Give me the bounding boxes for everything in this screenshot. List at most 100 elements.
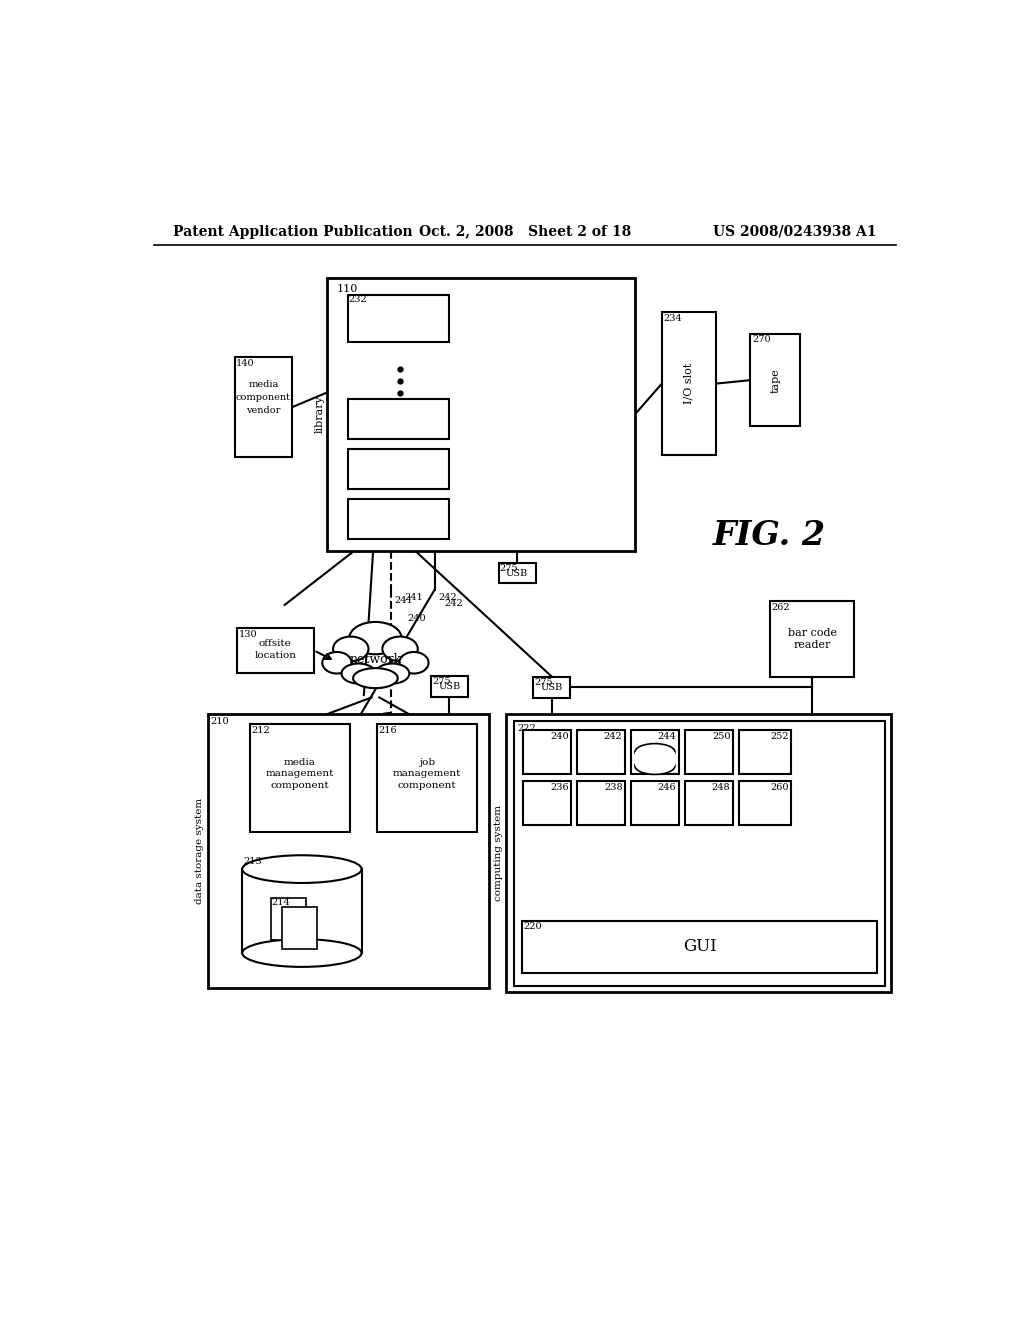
Text: 260: 260 [770, 783, 788, 792]
Text: component: component [270, 780, 330, 789]
Text: I/O slot: I/O slot [684, 363, 694, 404]
Text: 240: 240 [550, 733, 568, 741]
Text: media: media [248, 380, 279, 388]
Text: 248: 248 [712, 783, 730, 792]
Bar [327, 277, 635, 552]
Text: USB: USB [541, 682, 563, 692]
Text: network: network [349, 653, 401, 667]
Ellipse shape [333, 636, 369, 661]
Bar [499, 562, 536, 583]
Text: 216: 216 [379, 726, 397, 735]
Bar [631, 780, 679, 825]
Ellipse shape [635, 758, 675, 775]
Bar [631, 730, 679, 775]
Bar [234, 358, 292, 457]
Bar [770, 601, 854, 677]
Bar [237, 628, 313, 673]
Text: bar code: bar code [787, 628, 837, 639]
Bar [523, 780, 571, 825]
Bar [739, 780, 792, 825]
Text: library: library [314, 396, 325, 433]
Ellipse shape [353, 668, 397, 688]
Bar [348, 400, 449, 440]
Ellipse shape [399, 652, 429, 673]
Bar [635, 752, 675, 766]
Text: computing system: computing system [495, 805, 503, 902]
Bar [662, 313, 716, 455]
Text: 236: 236 [550, 783, 568, 792]
Text: management: management [393, 770, 461, 777]
Text: Oct. 2, 2008   Sheet 2 of 18: Oct. 2, 2008 Sheet 2 of 18 [419, 224, 631, 239]
Text: 241: 241 [403, 594, 423, 602]
Text: GUI: GUI [683, 939, 717, 956]
Text: reader: reader [794, 640, 830, 649]
Text: 210: 210 [211, 718, 229, 726]
Text: 212: 212 [252, 726, 270, 735]
Text: 242: 242 [438, 594, 458, 602]
Bar [348, 499, 449, 539]
Text: 214: 214 [271, 898, 290, 907]
Ellipse shape [243, 855, 361, 883]
Text: 244: 244 [657, 733, 677, 741]
Text: management: management [266, 770, 334, 777]
Text: 238: 238 [604, 783, 623, 792]
Text: vendor: vendor [246, 405, 281, 414]
Bar [578, 730, 625, 775]
Ellipse shape [342, 664, 376, 684]
Text: 241: 241 [394, 595, 413, 605]
Text: job: job [419, 759, 435, 767]
Text: 262: 262 [771, 603, 790, 611]
Text: 270: 270 [752, 335, 771, 345]
Text: 246: 246 [657, 783, 677, 792]
Bar [431, 676, 468, 697]
Bar [377, 725, 477, 832]
Ellipse shape [376, 664, 410, 684]
Ellipse shape [635, 743, 675, 760]
Text: 130: 130 [239, 630, 257, 639]
Ellipse shape [243, 940, 361, 966]
Text: component: component [397, 780, 457, 789]
Bar [523, 730, 571, 775]
Text: 275: 275 [500, 564, 518, 573]
Text: 234: 234 [664, 314, 682, 323]
Text: 250: 250 [712, 733, 730, 741]
Bar [521, 921, 878, 973]
Bar [208, 714, 488, 987]
Text: USB: USB [438, 682, 461, 692]
Text: data storage system: data storage system [196, 799, 205, 904]
Text: 275: 275 [535, 678, 553, 688]
Text: location: location [254, 651, 296, 660]
Bar [348, 294, 449, 342]
Text: 140: 140 [237, 359, 255, 367]
Ellipse shape [349, 622, 401, 655]
Text: 242: 242 [604, 733, 623, 741]
Text: 242: 242 [444, 599, 464, 607]
Bar [506, 714, 891, 991]
Text: USB: USB [506, 569, 528, 578]
Bar [250, 725, 350, 832]
Bar [534, 677, 570, 698]
Text: offsite: offsite [259, 639, 292, 648]
Text: 232: 232 [348, 294, 368, 304]
Text: media: media [284, 759, 315, 767]
Bar [751, 334, 801, 426]
Text: 252: 252 [770, 733, 788, 741]
Text: 240: 240 [408, 614, 426, 623]
Bar [514, 721, 885, 986]
Bar [578, 780, 625, 825]
Text: Patent Application Publication: Patent Application Publication [173, 224, 413, 239]
Text: 275: 275 [432, 677, 451, 686]
Text: 110: 110 [336, 284, 357, 294]
Bar [283, 907, 316, 949]
Ellipse shape [323, 652, 351, 673]
Text: FIG. 2: FIG. 2 [713, 519, 826, 552]
Text: component: component [236, 392, 291, 401]
Bar [348, 449, 449, 488]
Bar [271, 898, 306, 940]
Ellipse shape [382, 636, 418, 661]
Text: 222: 222 [517, 723, 536, 733]
Text: 213: 213 [244, 857, 262, 866]
Bar [685, 780, 733, 825]
Bar [685, 730, 733, 775]
Bar [243, 869, 361, 953]
